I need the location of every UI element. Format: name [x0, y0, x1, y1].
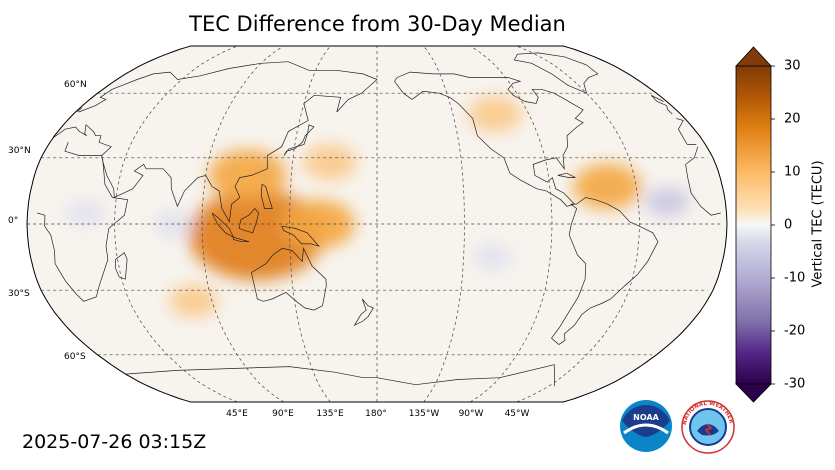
logos: NOAA NATIONAL WEATHER SERVICE: [616, 393, 738, 461]
coastline: [676, 118, 688, 145]
lon-label-90e: 90°E: [272, 409, 294, 419]
meridian-line: [289, 46, 331, 402]
coastline: [394, 71, 584, 207]
colorbar-tick: -30: [784, 376, 806, 392]
lon-label-45e: 45°E: [226, 409, 248, 419]
coastline: [687, 177, 721, 216]
coastline: [513, 52, 599, 94]
coastline: [251, 247, 327, 311]
lon-label-90w: 90°W: [458, 409, 484, 419]
anomaly-blob: [65, 199, 106, 227]
lat-label-30n: 30°N: [8, 146, 31, 156]
coastline: [353, 298, 374, 327]
coastlines: [37, 52, 721, 387]
coastline: [283, 124, 315, 156]
anomaly-blob: [645, 187, 690, 217]
coastline: [233, 236, 250, 243]
anomaly-blob: [573, 163, 642, 210]
colorbar-label: Vertical TEC (TECU): [810, 160, 826, 288]
coastline: [37, 142, 129, 302]
lon-label-45w: 45°W: [504, 409, 530, 419]
coastline: [115, 252, 128, 280]
colorbar-tick: -10: [784, 270, 806, 286]
lon-label-135w: 135°W: [408, 409, 440, 419]
coastline: [650, 94, 673, 115]
coastline: [238, 207, 259, 234]
map-title: TEC Difference from 30-Day Median: [189, 12, 566, 36]
anomaly-blob: [169, 284, 219, 318]
coastline: [281, 225, 320, 247]
anomaly-blob: [282, 199, 356, 249]
colorbar: [735, 46, 775, 403]
lat-label-0: 0°: [8, 216, 19, 226]
anomaly-blob: [208, 149, 287, 202]
anomaly-blob: [303, 144, 358, 181]
coastline: [52, 61, 378, 223]
meridian-line: [516, 46, 640, 402]
meridian-line: [201, 46, 285, 402]
coastline: [125, 366, 377, 379]
meridian-line: [114, 46, 238, 402]
anomaly-blob: [468, 96, 523, 133]
lat-label-60s: 60°S: [64, 352, 86, 362]
coastline: [685, 146, 699, 178]
colorbar-tick: 0: [784, 217, 793, 233]
meridian-line: [469, 46, 553, 402]
coastline: [557, 172, 576, 178]
noaa-logo: NOAA: [620, 400, 672, 452]
colorbar-tick: 20: [784, 111, 801, 127]
colorbar-tick: 10: [784, 164, 801, 180]
coastline: [260, 183, 273, 209]
meridian-line: [423, 46, 465, 402]
lat-label-60n: 60°N: [64, 80, 87, 90]
colorbar-tick: 30: [784, 58, 801, 74]
timestamp: 2025-07-26 03:15Z: [22, 431, 207, 453]
anomaly-blob: [472, 243, 513, 271]
lon-label-180: 180°: [365, 409, 387, 419]
lon-label-135e: 135°E: [316, 409, 344, 419]
svg-text:NOAA: NOAA: [633, 413, 659, 422]
coastline: [376, 364, 555, 387]
globe-outline: [26, 45, 728, 403]
colorbar-extend-top: [735, 46, 772, 67]
colorbar-body: [735, 65, 772, 385]
graticule: [27, 46, 722, 402]
colorbar-tick: -20: [784, 323, 806, 339]
lat-label-30s: 30°S: [8, 289, 30, 299]
colorbar-extend-bottom: [735, 383, 772, 403]
coastline: [76, 107, 83, 113]
coastline: [551, 197, 659, 345]
